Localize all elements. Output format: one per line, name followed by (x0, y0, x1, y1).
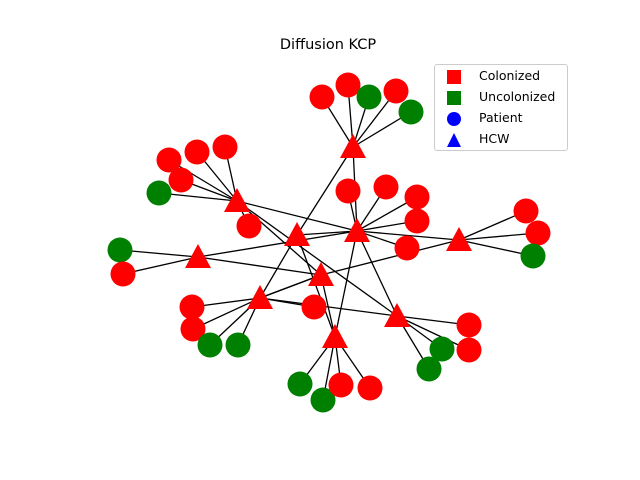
edge-hcw-D-E (356, 230, 460, 241)
uncolonized-patient-node (356, 84, 382, 110)
uncolonized-patient-node (146, 180, 172, 206)
colonized-patient-node (301, 294, 327, 320)
legend-label-hcw: HCW (479, 131, 510, 146)
edge-hcw-D-F (197, 230, 358, 258)
edge-patient-27 (396, 315, 470, 351)
colonized-hcw-node (446, 227, 472, 251)
uncolonized-patient-node (225, 332, 251, 358)
edge-hcw-I-G (259, 274, 322, 299)
colonized-hcw-node (224, 188, 250, 212)
edge-patient-5 (168, 159, 238, 202)
edge-patient-19 (119, 249, 199, 258)
uncolonized-patient-node (416, 356, 442, 382)
edge-hcw-D-J (356, 230, 398, 317)
legend-label-patient: Patient (479, 110, 523, 125)
colonized-hcw-node (384, 303, 410, 327)
colonized-patient-node (328, 372, 354, 398)
colonized-patient-node (456, 337, 482, 363)
colonized-patient-node (513, 198, 539, 224)
colonized-patient-node (110, 261, 136, 287)
colonized-patient-node (184, 139, 210, 165)
legend-item-hcw: HCW (435, 130, 569, 150)
red-square-icon (447, 70, 461, 84)
edge-patient-9 (158, 192, 238, 202)
edge-patient-20 (122, 256, 199, 275)
colonized-hcw-node (308, 262, 334, 286)
colonized-patient-node (456, 312, 482, 338)
green-square-icon (447, 91, 461, 105)
legend-item-uncolonized: Uncolonized (435, 88, 569, 108)
colonized-hcw-node (340, 134, 366, 158)
figure-title: Diffusion KCP (280, 37, 376, 53)
edge-hcw-B-J (236, 200, 398, 317)
uncolonized-patient-node (107, 237, 133, 263)
colonized-patient-node (179, 294, 205, 320)
colonized-patient-node (335, 72, 361, 98)
edge-patient-18 (458, 239, 534, 257)
uncolonized-patient-node (287, 371, 313, 397)
edge-hcw-C-D (296, 230, 358, 236)
legend: Colonized Uncolonized Patient HCW (434, 64, 568, 151)
colonized-hcw-node (344, 218, 370, 242)
colonized-patient-node (180, 316, 206, 342)
colonized-patient-node (236, 213, 262, 239)
colonized-hcw-node (247, 285, 273, 309)
uncolonized-patient-node (429, 336, 455, 362)
legend-item-patient: Patient (435, 109, 569, 129)
colonized-hcw-node (284, 222, 310, 246)
node-layer (107, 72, 551, 413)
legend-label-colonized: Colonized (479, 68, 541, 83)
colonized-patient-node (404, 184, 430, 210)
edge-hcw-A-C (296, 146, 354, 236)
blue-triangle-icon (447, 133, 461, 147)
edge-hcw-B-D (236, 200, 358, 232)
edge-hcw-F-G (197, 256, 322, 276)
legend-item-colonized: Colonized (435, 67, 569, 87)
colonized-hcw-node (322, 324, 348, 348)
colonized-patient-node (168, 167, 194, 193)
uncolonized-patient-node (520, 243, 546, 269)
uncolonized-patient-node (197, 332, 223, 358)
colonized-patient-node (373, 174, 399, 200)
colonized-patient-node (394, 235, 420, 261)
colonized-patient-node (156, 147, 182, 173)
colonized-patient-node (309, 84, 335, 110)
colonized-patient-node (404, 208, 430, 234)
colonized-hcw-node (185, 244, 211, 268)
colonized-patient-node (212, 134, 238, 160)
edge-hcw-G-E (320, 239, 460, 276)
blue-circle-icon (447, 112, 461, 126)
edge-patient-17 (458, 232, 539, 241)
legend-label-uncolonized: Uncolonized (479, 89, 556, 104)
uncolonized-patient-node (310, 387, 336, 413)
edge-hcw-D-K (334, 230, 358, 338)
uncolonized-patient-node (398, 99, 424, 125)
colonized-patient-node (525, 220, 551, 246)
colonized-patient-node (357, 375, 383, 401)
colonized-patient-node (383, 78, 409, 104)
colonized-patient-node (335, 178, 361, 204)
